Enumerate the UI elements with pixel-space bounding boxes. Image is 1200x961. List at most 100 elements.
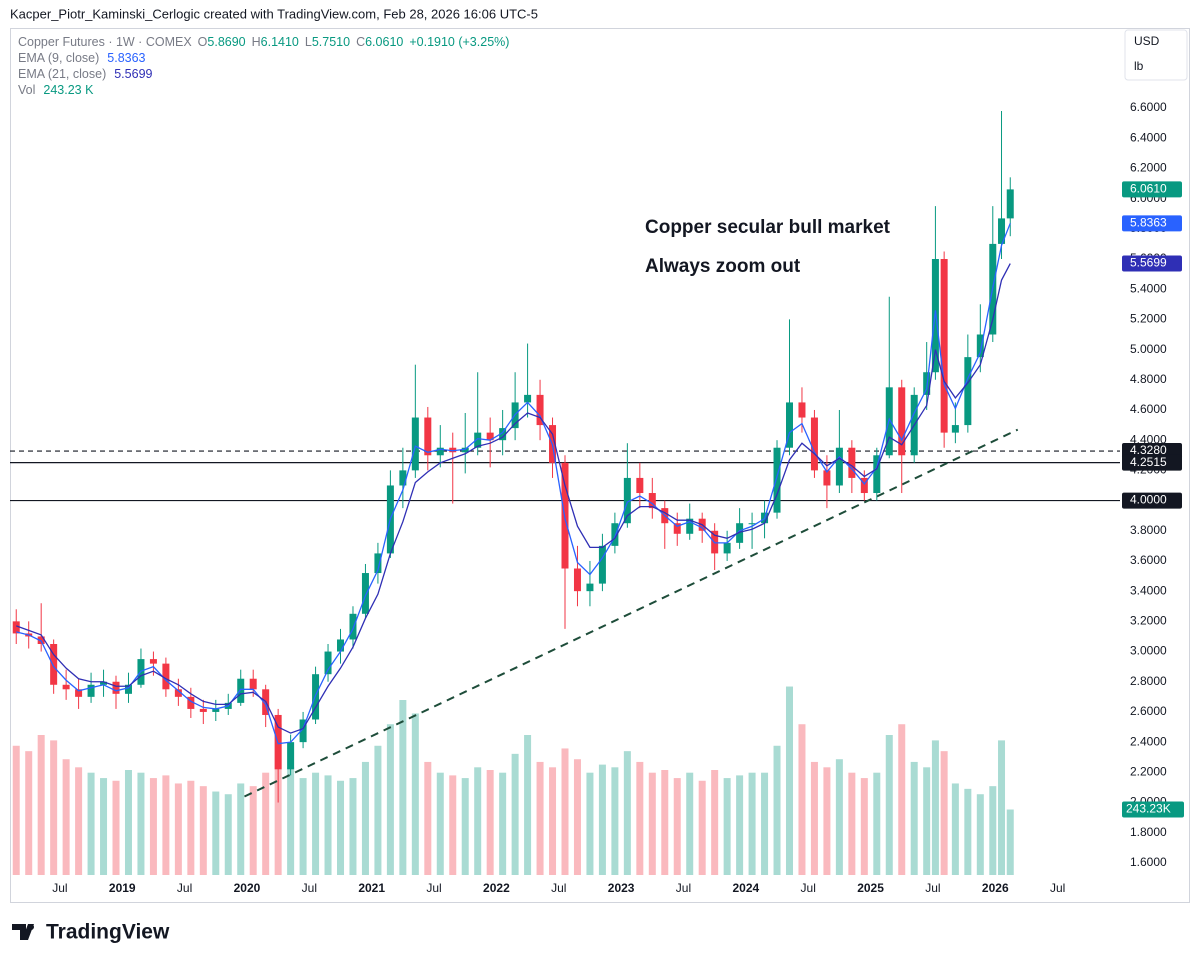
hline-label: 4.0000 [1130, 493, 1167, 507]
volume-bars [12, 686, 1014, 875]
last-price-label: 6.0610 [1130, 182, 1167, 196]
volume-bar [673, 778, 681, 875]
volume-bar [100, 778, 108, 875]
volume-bar [964, 788, 972, 875]
legend-value: 5.8363 [107, 51, 145, 65]
volume-bar [237, 783, 245, 875]
volume-bar [50, 740, 58, 875]
logo-text: TradingView [46, 921, 170, 944]
y-tick-label: 4.4000 [1130, 432, 1167, 446]
volume-bar [661, 770, 669, 875]
y-tick-label: 3.6000 [1130, 553, 1167, 567]
ema-line [16, 263, 1011, 734]
candle-body [249, 678, 257, 690]
annotation: Copper secular bull market [645, 217, 891, 238]
candle-body [748, 523, 756, 525]
candle-body [573, 568, 581, 592]
volume-bar [798, 724, 806, 875]
y-tick-label: 5.2000 [1130, 312, 1167, 326]
candle-body [436, 447, 444, 456]
volume-bar [711, 770, 719, 875]
candle-body [62, 684, 70, 690]
volume-bar [748, 772, 756, 875]
currency[interactable]: USD [1134, 34, 1160, 48]
candle-body [499, 428, 507, 441]
x-tick-label: 2019 [109, 881, 136, 895]
hline-label-box [1122, 454, 1182, 471]
candle-body [324, 651, 332, 675]
candle-body [75, 689, 83, 697]
candle-body [399, 470, 407, 486]
candle-body [964, 357, 972, 426]
unit-box: USD lb [1124, 29, 1188, 81]
volume-bar [940, 751, 948, 875]
legend-change: +0.1910 (+3.25%) [409, 35, 509, 49]
hline-label: 4.2515 [1130, 455, 1167, 469]
volume-bar [299, 778, 307, 875]
candle-body [848, 447, 856, 478]
legend-title: Copper Futures · 1W · COMEX [18, 35, 192, 49]
candle-body [486, 432, 494, 441]
volume-bar [923, 767, 931, 875]
volume-bar [212, 791, 220, 875]
unit[interactable]: lb [1134, 59, 1144, 73]
logo-dot [28, 924, 34, 930]
candle-body [112, 681, 120, 694]
x-tick-label: 2023 [608, 881, 635, 895]
x-tick-label: 2020 [234, 881, 261, 895]
legend-row: EMA (9, close) 5.8363 [18, 51, 146, 65]
y-tick-label: 5.4000 [1130, 281, 1167, 295]
candle-body [174, 689, 182, 697]
volume-bar [885, 735, 893, 875]
volume-bar [761, 772, 769, 875]
volume-bar [976, 794, 984, 875]
volume-bar [561, 748, 569, 875]
x-tick-label: Jul [177, 881, 192, 895]
volume-bar [773, 745, 781, 875]
volume-bar [312, 772, 320, 875]
candle-body [199, 708, 207, 712]
volume-bar [998, 740, 1006, 875]
volume-bar [262, 772, 270, 875]
volume-bar [736, 775, 744, 875]
legend-value: 5.8690 [207, 35, 245, 49]
volume-label-box [1122, 801, 1184, 818]
x-tick-label: 2026 [982, 881, 1009, 895]
ema-line [16, 223, 1011, 745]
candle-body [611, 523, 619, 546]
volume-bar [511, 753, 519, 875]
candle-body [299, 719, 307, 743]
legend-prefix: H [252, 35, 261, 49]
x-tick-label: 2021 [358, 881, 385, 895]
candle-body [424, 417, 432, 456]
candle-body [723, 542, 731, 554]
y-tick-label: 3.4000 [1130, 583, 1167, 597]
ema-price-label-box [1122, 215, 1182, 232]
volume-bar [174, 783, 182, 875]
candle-body [1006, 189, 1014, 219]
logo: TradingView [12, 921, 170, 944]
candle-body [411, 417, 419, 471]
volume-bar [860, 778, 868, 875]
candle-body [951, 425, 959, 433]
x-tick-label: Jul [925, 881, 940, 895]
candle-body [37, 636, 45, 644]
candle-body [623, 477, 631, 524]
candle-body [374, 553, 382, 574]
legend-name: EMA (21, close) [18, 67, 106, 81]
candle-body [860, 477, 868, 494]
y-tick-label: 4.6000 [1130, 402, 1167, 416]
x-tick-label: Jul [302, 881, 317, 895]
ema-price-label: 5.5699 [1130, 256, 1167, 270]
volume-bar [536, 761, 544, 875]
candle-body [124, 684, 132, 694]
candle-body [287, 742, 295, 770]
y-tick-label: 1.8000 [1130, 825, 1167, 839]
candle-body [212, 708, 220, 712]
volume-bar [586, 772, 594, 875]
volume-bar [623, 751, 631, 875]
volume-bar [399, 700, 407, 875]
candle-body [835, 447, 843, 486]
volume-bar [499, 772, 507, 875]
volume-bar [636, 761, 644, 875]
